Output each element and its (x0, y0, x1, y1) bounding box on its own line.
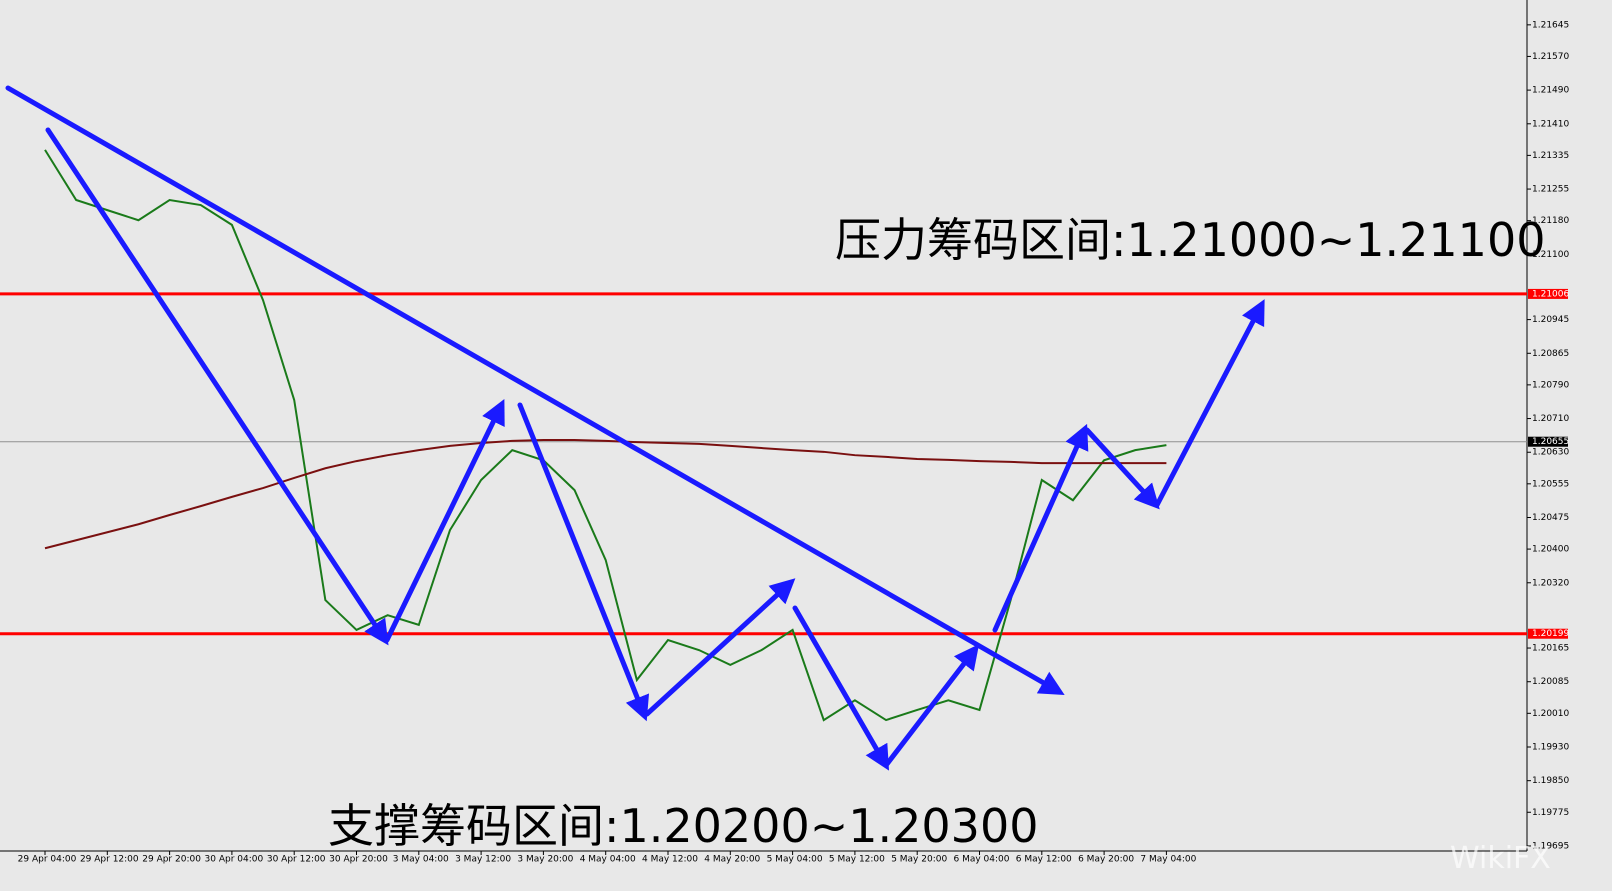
y-tick-label: 1.20555 (1532, 479, 1569, 489)
y-tick-label: 1.20630 (1532, 448, 1569, 458)
plot-area (0, 0, 1527, 851)
annotation: 支撑筹码区间:1.20200~1.20300 (328, 799, 1038, 853)
x-tick-label: 5 May 12:00 (829, 855, 885, 865)
y-tick-label: 1.19775 (1532, 808, 1569, 818)
level-label-bg (1528, 288, 1568, 299)
y-tick-label: 1.20475 (1532, 513, 1569, 523)
x-tick-label: 4 May 20:00 (704, 855, 760, 865)
y-tick-label: 1.20165 (1532, 644, 1569, 654)
x-tick-label: 6 May 20:00 (1078, 855, 1134, 865)
x-tick-label: 4 May 04:00 (580, 855, 636, 865)
series-line (44, 439, 1167, 550)
y-tick-label: 1.21570 (1532, 52, 1569, 62)
level-label: 1.20655 (1532, 437, 1569, 447)
y-tick-label: 1.20710 (1532, 414, 1569, 424)
y-tick-label: 1.21410 (1532, 119, 1569, 129)
x-tick-label: 30 Apr 20:00 (329, 855, 388, 865)
x-tick-label: 30 Apr 04:00 (205, 855, 264, 865)
y-tick-label: 1.20085 (1532, 677, 1569, 687)
level-label-bg (1528, 628, 1568, 639)
x-tick-label: 30 Apr 12:00 (267, 855, 326, 865)
series-line (44, 149, 1167, 722)
x-tick-label: 3 May 04:00 (393, 855, 449, 865)
level-label: 1.21006 (1532, 289, 1569, 299)
y-tick-label: 1.21335 (1532, 151, 1569, 161)
level-label: 1.20199 (1532, 629, 1569, 639)
x-tick-label: 5 May 20:00 (891, 855, 947, 865)
x-tick-label: 7 May 04:00 (1140, 855, 1196, 865)
y-tick-label: 1.19930 (1532, 742, 1569, 752)
x-tick-label: 5 May 04:00 (767, 855, 823, 865)
x-tick-label: 29 Apr 12:00 (80, 855, 139, 865)
x-tick-label: 29 Apr 04:00 (18, 855, 77, 865)
y-tick-label: 1.20320 (1532, 578, 1569, 588)
x-tick-label: 29 Apr 20:00 (142, 855, 201, 865)
y-tick-label: 1.21180 (1532, 216, 1569, 226)
y-tick-label: 1.19695 (1532, 841, 1569, 851)
y-tick-label: 1.20945 (1532, 315, 1569, 325)
level-label-bg (1528, 436, 1568, 447)
annotation: 压力筹码区间:1.21000~1.21100 (835, 213, 1545, 267)
x-tick-label: 4 May 12:00 (642, 855, 698, 865)
y-tick-label: 1.20010 (1532, 709, 1569, 719)
y-tick-label: 1.20400 (1532, 545, 1569, 555)
y-tick-label: 1.21255 (1532, 185, 1569, 195)
x-tick-label: 3 May 20:00 (517, 855, 573, 865)
watermark: WikiFX (1450, 841, 1551, 876)
x-tick-label: 3 May 12:00 (455, 855, 511, 865)
y-tick-label: 1.19850 (1532, 776, 1569, 786)
trend-arrows (5, 85, 1265, 771)
y-tick-label: 1.21100 (1532, 250, 1569, 260)
y-tick-label: 1.21490 (1532, 86, 1569, 96)
y-tick-label: 1.20865 (1532, 349, 1569, 359)
y-tick-label: 1.20790 (1532, 380, 1569, 390)
x-tick-label: 6 May 12:00 (1016, 855, 1072, 865)
x-tick-label: 6 May 04:00 (954, 855, 1010, 865)
y-tick-label: 1.21645 (1532, 20, 1569, 30)
